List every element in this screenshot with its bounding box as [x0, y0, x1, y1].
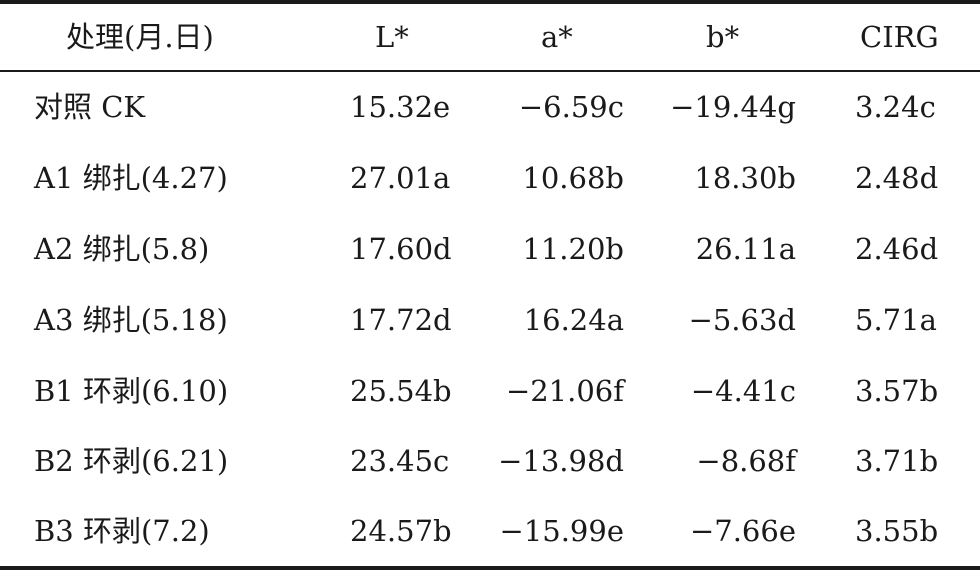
table-row: A1 绑扎(4.27) 27.01a 10.68b 18.30b 2.48d [0, 143, 980, 213]
cell-a-star: −13.98d [498, 444, 624, 478]
cell-treatment: B2 环剥(6.21) [34, 444, 229, 478]
cell-b-star: −7.66e [689, 514, 796, 548]
cell-l-star: 15.32e [350, 90, 451, 124]
table-row: 对照 CK 15.32e −6.59c −19.44g 3.24c [0, 72, 980, 142]
cell-b-star: 18.30b [694, 161, 796, 195]
cell-cirg: 5.71a [855, 303, 937, 337]
cell-b-star: −19.44g [670, 90, 796, 124]
cell-cirg: 3.57b [855, 374, 939, 408]
table-top-rule [0, 0, 980, 4]
header-l-star: L* [375, 20, 409, 54]
cell-a-star: 16.24a [523, 303, 624, 337]
cell-a-star: −21.06f [505, 374, 624, 408]
cell-b-star: −5.63d [688, 303, 796, 337]
table-row: B1 环剥(6.10) 25.54b −21.06f −4.41c 3.57b [0, 356, 980, 426]
header-treatment: 处理(月.日) [66, 20, 214, 54]
cell-l-star: 27.01a [350, 161, 451, 195]
table-row: A3 绑扎(5.18) 17.72d 16.24a −5.63d 5.71a [0, 285, 980, 355]
table-header-row: 处理(月.日) L* a* b* CIRG [0, 2, 980, 72]
cell-b-star: −8.68f [696, 444, 796, 478]
cell-cirg: 3.71b [855, 444, 939, 478]
cell-l-star: 23.45c [350, 444, 450, 478]
cell-cirg: 3.24c [855, 90, 936, 124]
table-header-rule [0, 70, 980, 72]
cell-a-star: 11.20b [522, 232, 624, 266]
cell-cirg: 3.55b [855, 514, 939, 548]
cell-treatment: 对照 CK [34, 90, 146, 124]
cell-treatment: A1 绑扎(4.27) [34, 161, 228, 195]
cell-treatment: B1 环剥(6.10) [34, 374, 229, 408]
header-cirg: CIRG [860, 20, 939, 54]
header-a-star: a* [541, 20, 573, 54]
cell-a-star: −15.99e [499, 514, 624, 548]
cell-b-star: −4.41c [690, 374, 796, 408]
cell-treatment: A2 绑扎(5.8) [34, 232, 210, 266]
cell-l-star: 24.57b [350, 514, 452, 548]
cell-l-star: 17.60d [350, 232, 452, 266]
table-row: A2 绑扎(5.8) 17.60d 11.20b 26.11a 2.46d [0, 214, 980, 284]
cell-l-star: 25.54b [350, 374, 452, 408]
cell-l-star: 17.72d [350, 303, 452, 337]
cell-treatment: B3 环剥(7.2) [34, 514, 210, 548]
cell-a-star: 10.68b [522, 161, 624, 195]
cell-a-star: −6.59c [518, 90, 624, 124]
cell-cirg: 2.46d [855, 232, 939, 266]
header-b-star: b* [706, 20, 740, 54]
table-bottom-rule [0, 566, 980, 570]
cell-b-star: 26.11a [695, 232, 796, 266]
table-row: B3 环剥(7.2) 24.57b −15.99e −7.66e 3.55b [0, 496, 980, 566]
table-row: B2 环剥(6.21) 23.45c −13.98d −8.68f 3.71b [0, 426, 980, 496]
cell-cirg: 2.48d [855, 161, 939, 195]
cell-treatment: A3 绑扎(5.18) [34, 303, 228, 337]
